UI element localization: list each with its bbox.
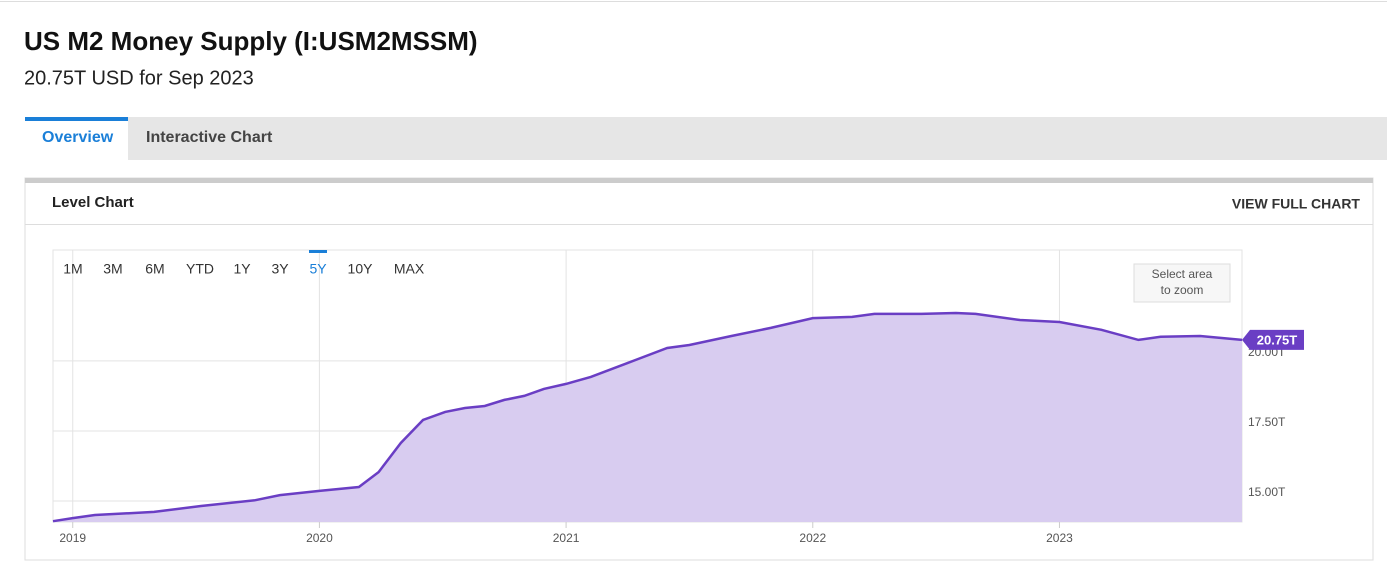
- tab[interactable]: Overview: [42, 129, 114, 146]
- x-tick-label: 2020: [306, 531, 333, 545]
- page-title: US M2 Money Supply (I:USM2MSSM): [24, 26, 478, 56]
- range-active-bar: [309, 250, 327, 253]
- range-button[interactable]: 5Y: [309, 261, 327, 277]
- range-button[interactable]: 10Y: [348, 261, 374, 277]
- end-label: 20.75T: [1257, 332, 1298, 347]
- x-tick-label: 2021: [553, 531, 580, 545]
- page-subtitle: 20.75T USD for Sep 2023: [24, 67, 254, 89]
- range-button[interactable]: YTD: [186, 261, 214, 277]
- range-button[interactable]: 3Y: [271, 261, 289, 277]
- zoom-hint-box: [1133, 263, 1231, 303]
- panel-title: Level Chart: [52, 194, 134, 211]
- range-button[interactable]: 6M: [145, 261, 164, 277]
- tab[interactable]: Interactive Chart: [146, 129, 273, 146]
- x-tick-label: 2019: [59, 531, 86, 545]
- range-button[interactable]: 3M: [103, 261, 122, 277]
- tab-active-bg: [25, 117, 128, 160]
- zoom-hint: Select area: [1152, 267, 1213, 281]
- area-fill: [53, 313, 1242, 522]
- range-button[interactable]: MAX: [394, 261, 425, 277]
- view-full-chart[interactable]: VIEW FULL CHART: [1232, 196, 1361, 212]
- x-tick-label: 2022: [799, 531, 826, 545]
- range-button[interactable]: 1M: [63, 261, 82, 277]
- y-tick-label: 17.50T: [1248, 415, 1286, 429]
- x-tick-label: 2023: [1046, 531, 1073, 545]
- range-button[interactable]: 1Y: [233, 261, 251, 277]
- y-tick-label: 15.00T: [1248, 485, 1286, 499]
- tab-bar: [25, 117, 1387, 160]
- tab-active-bar: [25, 117, 128, 121]
- end-label-tag: [1242, 329, 1304, 350]
- zoom-hint: to zoom: [1161, 283, 1204, 297]
- area-line: [52, 311, 1243, 523]
- panel-top-bar: [25, 178, 1373, 183]
